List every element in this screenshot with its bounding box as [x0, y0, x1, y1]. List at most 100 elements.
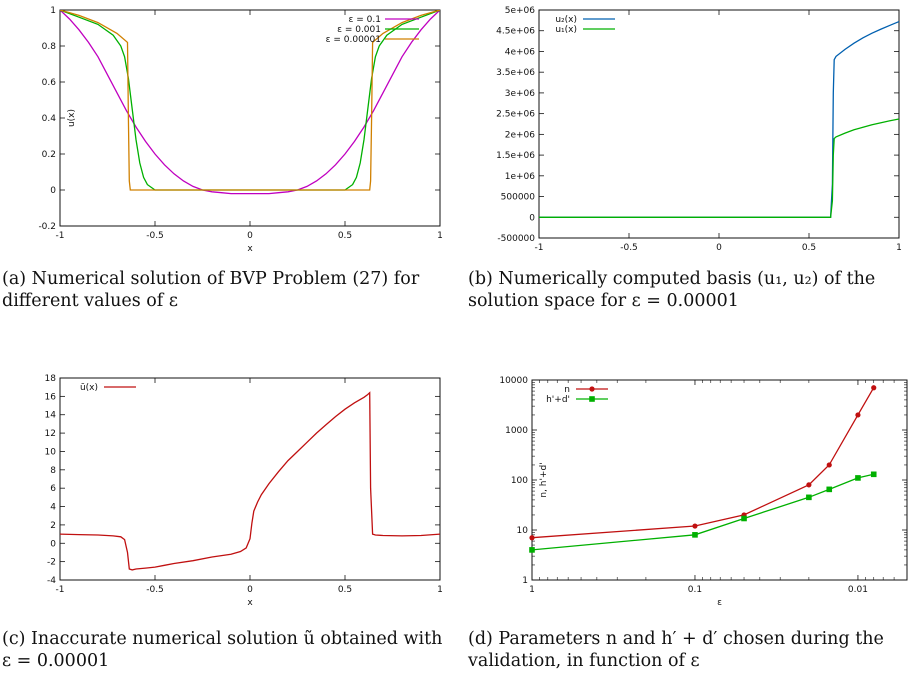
data-point: [855, 412, 861, 418]
x-tick-label: 0: [247, 585, 253, 595]
y-tick-label: 4e+06: [505, 47, 536, 57]
y-tick-label: 0.6: [42, 78, 57, 88]
y-tick-label: 16: [45, 392, 57, 402]
y-tick-label: -0.2: [38, 222, 56, 232]
x-axis-label: x: [247, 598, 253, 608]
y-tick-label: 1: [522, 576, 528, 586]
legend-label: ε = 0.00001: [326, 35, 381, 45]
data-point: [529, 547, 535, 553]
chart-b-svg: -500000 0 500000 1e+06 1.5e+06 2e+06 2.5e+06 3e…: [496, 6, 902, 253]
data-point: [806, 482, 812, 488]
chart-c-svg: -4 -2 0 2 4 6 8 10 12 14 16 18 -1 -0.5 0 0.5 1 x ū(x): [45, 374, 443, 608]
series-line-a-1: [60, 10, 440, 191]
y-tick-label: 14: [45, 411, 57, 421]
series-line-c-0: [60, 391, 440, 571]
legend-marker: [589, 386, 595, 392]
y-tick-label: 0: [50, 539, 56, 549]
y-tick-label: -2: [47, 558, 56, 568]
x-tick-label: 1: [529, 585, 535, 595]
y-tick-label: 0: [50, 186, 56, 196]
x-axis-label: x: [247, 244, 253, 254]
caption-c: (c) Inaccurate numerical solution ũ obta…: [2, 629, 443, 671]
y-tick-label: 18: [45, 374, 57, 384]
caption-a: (a) Numerical solution of BVP Problem (2…: [2, 269, 420, 311]
y-tick-label: 1000: [505, 426, 528, 436]
chart-panel-d: 1 10 100 1000 10000 1 0.1 0.01 ε n, h'+d' n h'+d': [461, 360, 921, 610]
caption-d: (d) Parameters n and h′ + d′ chosen duri…: [468, 629, 884, 671]
data-point: [855, 475, 861, 481]
legend-marker: [589, 396, 595, 402]
y-tick-label: 3.5e+06: [496, 68, 535, 78]
x-tick-label: 0: [716, 243, 722, 253]
data-point: [529, 535, 535, 541]
plot-frame: [59, 9, 441, 227]
y-tick-label: 1: [50, 6, 56, 16]
y-tick-label: -4: [47, 576, 56, 586]
series-line-b-1: [539, 118, 899, 218]
legend-label: ū(x): [80, 383, 98, 393]
data-point: [826, 486, 833, 493]
y-tick-label: 500000: [501, 193, 536, 203]
chart-panel-c: -4 -2 0 2 4 6 8 10 12 14 16 18 -1 -0.5 0 0.5 1 x ū(x): [0, 360, 460, 610]
series-line-b-0: [539, 20, 899, 218]
chart-a-svg: -0.2 0 0.2 0.4 0.6 0.8 1 -1 -0.5 0 0.5 1 x u(x) ε = 0.…: [38, 6, 443, 254]
y-tick-label: 100: [511, 476, 528, 486]
x-tick-label: 1: [896, 243, 902, 253]
y-tick-label: 0.4: [42, 114, 57, 124]
y-tick-label: 12: [45, 429, 56, 439]
y-tick-label: 0: [529, 213, 535, 223]
chart-d-svg: 1 10 100 1000 10000 1 0.1 0.01 ε n, h'+d' nh'+d': [499, 376, 908, 608]
y-tick-label: 10000: [499, 376, 528, 386]
x-tick-label: -0.5: [146, 585, 164, 595]
y-tick-label: 4.5e+06: [496, 27, 535, 37]
legend-label: u₂(x): [555, 15, 577, 25]
y-tick-label: 1.5e+06: [496, 151, 535, 161]
y-tick-label: 2: [50, 521, 56, 531]
y-tick-label: 10: [45, 447, 57, 457]
y-tick-label: 5e+06: [505, 6, 536, 16]
x-tick-label: 0: [247, 231, 253, 241]
y-tick-label: 2e+06: [505, 130, 536, 140]
x-tick-label: 0.1: [688, 585, 702, 595]
y-axis-label: u(x): [67, 109, 77, 127]
y-tick-label: 10: [517, 526, 529, 536]
caption-b: (b) Numerically computed basis (u₁, u₂) …: [468, 269, 876, 311]
series-line-a-0: [60, 10, 440, 195]
y-tick-label: -500000: [497, 234, 535, 244]
data-point: [692, 523, 698, 529]
y-tick-label: 1e+06: [505, 172, 536, 182]
x-tick-label: 0.01: [848, 585, 868, 595]
x-tick-label: -1: [56, 231, 65, 241]
y-tick-label: 6: [50, 484, 56, 494]
plot-frame: [59, 377, 441, 581]
plot-frame: [531, 379, 908, 581]
x-tick-label: 0.5: [338, 585, 352, 595]
chart-panel-a: -0.2 0 0.2 0.4 0.6 0.8 1 -1 -0.5 0 0.5 1 x u(x) ε = 0.…: [0, 0, 460, 254]
x-tick-label: -0.5: [146, 231, 164, 241]
data-point: [826, 462, 832, 468]
data-point: [741, 515, 747, 522]
x-tick-label: -1: [535, 243, 544, 253]
series-line-a-2: [60, 10, 440, 191]
x-tick-label: 1: [437, 231, 443, 241]
y-tick-label: 3e+06: [505, 89, 536, 99]
y-tick-label: 0.2: [42, 150, 56, 160]
data-point: [806, 494, 812, 501]
legend-label: u₁(x): [555, 25, 577, 35]
legend-label: h'+d': [546, 395, 570, 405]
y-tick-label: 0.8: [42, 42, 57, 52]
x-tick-label: 0.5: [338, 231, 352, 241]
data-point: [870, 471, 877, 478]
chart-panel-b: -500000 0 500000 1e+06 1.5e+06 2e+06 2.5e+06 3e…: [461, 0, 921, 253]
data-point: [871, 385, 877, 391]
legend-label: ε = 0.1: [349, 15, 381, 25]
series-line-d-0: [532, 387, 875, 539]
legend-label: n: [564, 385, 570, 395]
x-axis-label: ε: [717, 598, 722, 608]
x-tick-label: 0.5: [802, 243, 816, 253]
y-tick-label: 2.5e+06: [496, 110, 535, 120]
series-line-d-1: [532, 473, 874, 551]
y-axis-label: n, h'+d': [539, 462, 549, 497]
y-tick-label: 4: [50, 503, 56, 513]
x-tick-label: 1: [437, 585, 443, 595]
